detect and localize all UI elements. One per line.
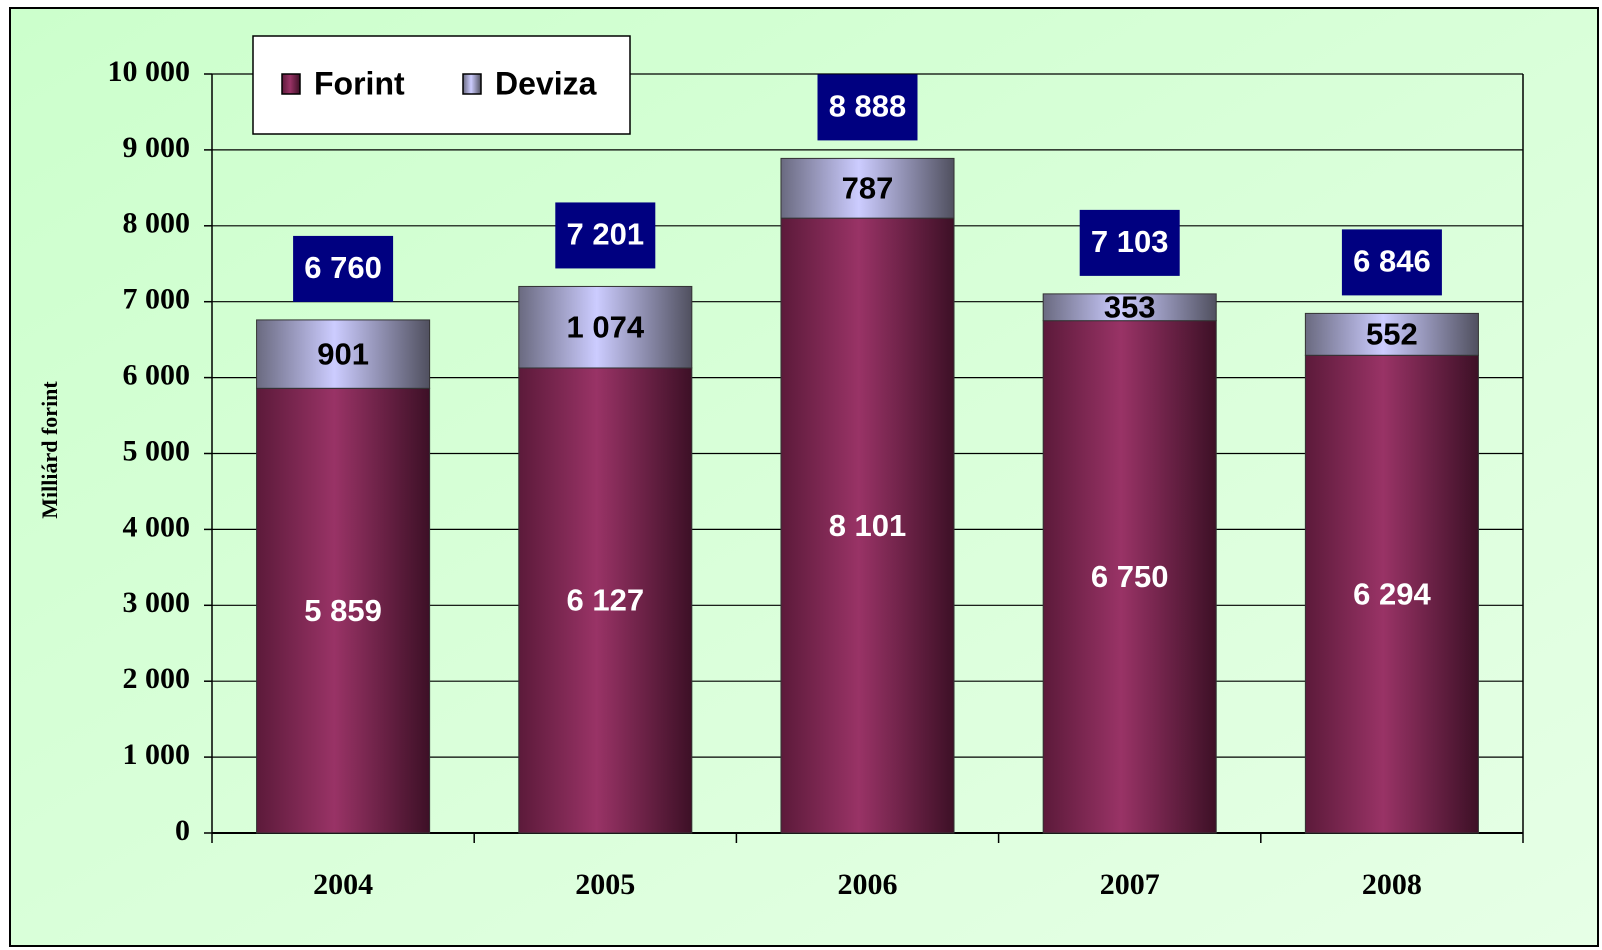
- legend-swatch: [462, 73, 482, 95]
- y-tick-label: 1 000: [123, 738, 191, 771]
- data-label: 552: [1366, 317, 1418, 352]
- bar-segment: [256, 387, 431, 834]
- y-tick-label: 10 000: [108, 55, 191, 88]
- y-tick-label: 2 000: [123, 662, 191, 695]
- total-box: [293, 235, 394, 302]
- data-label: 5 859: [304, 593, 382, 628]
- bar-segment: [518, 285, 693, 369]
- total-label: 7 201: [567, 217, 645, 252]
- bar-segment: [1042, 293, 1217, 322]
- bar-segment: [780, 217, 955, 834]
- y-tick-label: 7 000: [123, 283, 191, 316]
- y-tick-label: 6 000: [123, 358, 191, 391]
- y-axis-label: Milliárd forint: [37, 381, 62, 519]
- x-tick-label: 2008: [1362, 868, 1422, 901]
- legend-label: Deviza: [495, 65, 597, 101]
- x-tick-label: 2007: [1100, 868, 1160, 901]
- data-label: 1 074: [567, 309, 645, 344]
- total-label: 6 846: [1353, 244, 1431, 279]
- legend-label: Forint: [314, 65, 405, 101]
- bar-segment: [256, 319, 431, 389]
- data-label: 787: [842, 170, 894, 205]
- x-tick-label: 2006: [838, 868, 898, 901]
- bar-segment: [518, 367, 693, 834]
- bar-segment: [1304, 354, 1479, 834]
- data-label: 901: [317, 336, 369, 371]
- total-label: 8 888: [829, 89, 907, 124]
- data-label: 8 101: [829, 508, 907, 543]
- y-tick-label: 3 000: [123, 586, 191, 619]
- total-box: [1079, 209, 1180, 276]
- y-tick-label: 8 000: [123, 207, 191, 240]
- legend: [252, 35, 631, 135]
- y-tick-label: 9 000: [123, 131, 191, 164]
- total-box: [817, 74, 918, 141]
- x-tick-label: 2005: [575, 868, 635, 901]
- y-tick-label: 4 000: [123, 510, 191, 543]
- y-tick-label: 0: [175, 814, 190, 847]
- bar-segment: [1304, 312, 1479, 356]
- total-label: 7 103: [1091, 224, 1169, 259]
- total-label: 6 760: [304, 250, 382, 285]
- legend-swatch: [281, 73, 301, 95]
- y-tick-label: 5 000: [123, 434, 191, 467]
- data-label: 6 127: [567, 583, 645, 618]
- bar-segment: [780, 157, 955, 219]
- data-label: 6 294: [1353, 576, 1431, 611]
- data-label: 353: [1104, 289, 1156, 324]
- data-label: 6 750: [1091, 559, 1169, 594]
- total-box: [1341, 229, 1442, 296]
- x-tick-label: 2004: [313, 868, 373, 901]
- bar-segment: [1042, 320, 1217, 834]
- total-box: [555, 202, 656, 269]
